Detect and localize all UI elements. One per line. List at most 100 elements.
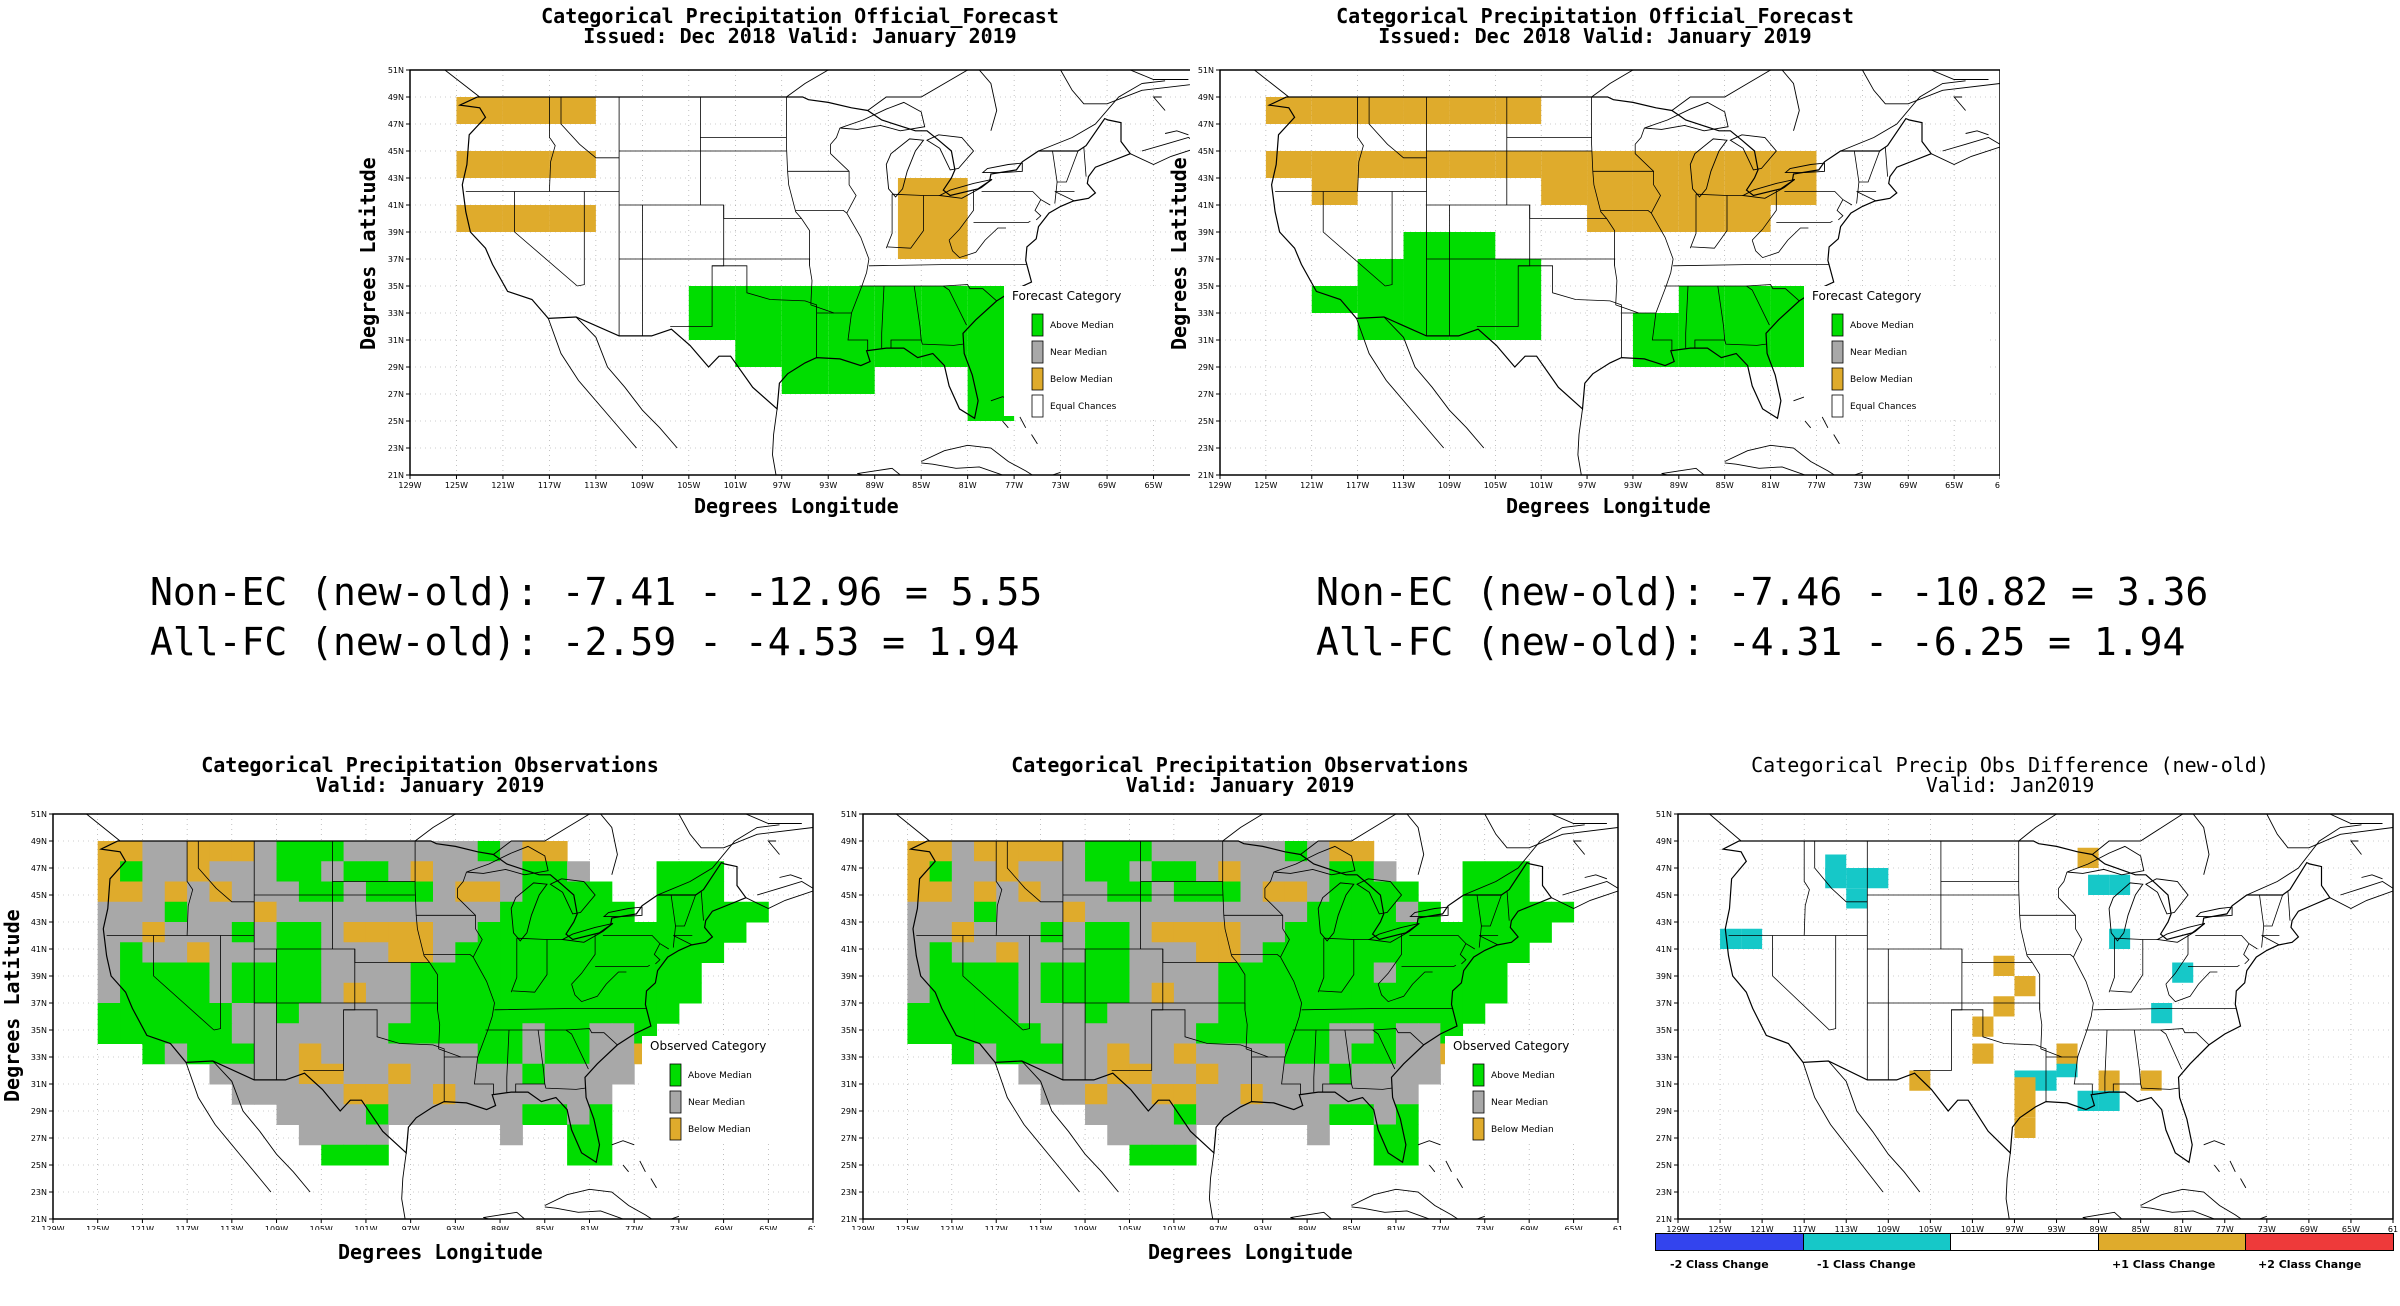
lat-tick-label: 23N <box>388 444 404 453</box>
obs-cell <box>1085 942 1108 963</box>
lon-tick-label: 97W <box>1209 1225 1227 1230</box>
panel-title-obs-new-2: Valid: January 2019 <box>1125 773 1355 797</box>
state-border <box>1022 935 1030 1031</box>
obs-cell <box>410 1003 434 1024</box>
obs-cell <box>1107 1003 1130 1024</box>
state-border <box>1377 934 1402 985</box>
obs-cell <box>996 1003 1019 1024</box>
obs-cell <box>1329 841 1353 862</box>
obs-cell <box>500 1043 523 1065</box>
coastline <box>1821 416 1829 429</box>
obs-cell <box>611 901 635 923</box>
lat-tick-label: 31N <box>31 1080 47 1089</box>
obs-cell <box>276 1084 300 1105</box>
lon-tick-label: 69W <box>1098 481 1116 490</box>
obs-cell <box>1440 962 1464 984</box>
obs-cell <box>634 982 658 1004</box>
obs-cell <box>1085 1084 1108 1105</box>
obs-cell <box>477 922 501 943</box>
obs-cell <box>254 1063 278 1085</box>
lon-tick-label: 129W <box>1666 1225 1689 1234</box>
state-border <box>653 943 661 965</box>
obs-cell <box>974 1023 997 1044</box>
obs-cell <box>298 881 322 903</box>
state-border <box>1591 97 1615 266</box>
state-border <box>1479 935 1499 946</box>
obs-cell <box>1284 1003 1308 1024</box>
obs-cell <box>1196 1043 1219 1065</box>
obs-cell <box>164 1003 188 1024</box>
obs-cell <box>388 881 412 903</box>
coastline <box>185 1062 272 1193</box>
coastline <box>575 316 678 449</box>
state-border <box>1111 949 1164 1071</box>
obs-cell <box>567 881 590 903</box>
great-lake <box>1741 178 1795 199</box>
obs-cell <box>1262 1043 1286 1065</box>
obs-cell <box>1262 1023 1286 1044</box>
state-border <box>2110 939 2144 993</box>
obs-cell <box>433 922 456 943</box>
state-border <box>1357 97 1364 192</box>
obs-cell <box>142 1023 166 1044</box>
great-lake <box>1644 101 1729 132</box>
obs-cell <box>701 922 725 943</box>
obs-cell <box>589 1104 613 1125</box>
obs-cell <box>276 881 300 903</box>
state-border <box>1054 191 1075 202</box>
obs-cell <box>1107 1063 1130 1085</box>
lat-tick-label: 51N <box>388 66 404 75</box>
obs-cell <box>1107 942 1130 963</box>
forecast-map-new: 51N 49N 47N 45N 43N 41N 39N 37N 35N 33N 31N 29N 27N 2… <box>1198 66 2000 490</box>
lon-tick-label: 69W <box>1899 481 1917 490</box>
obs-cell <box>1395 1043 1419 1065</box>
obs-cell <box>276 982 300 1004</box>
lon-tick-label: 85W <box>1342 1225 1360 1230</box>
obs-cell <box>634 922 658 943</box>
obs-cell <box>343 861 367 882</box>
state-border <box>516 937 563 940</box>
state-border <box>1751 227 1809 259</box>
state-border <box>1694 285 1726 349</box>
obs-cell <box>1484 962 1508 984</box>
obs-cell <box>567 1104 590 1125</box>
coastline <box>2246 824 2362 896</box>
obs-cell <box>97 962 121 984</box>
obs-cell <box>410 922 434 943</box>
coastline <box>1833 434 1840 445</box>
lon-tick-label: 65W <box>2342 1225 2360 1234</box>
coastline <box>1021 1060 1119 1193</box>
colorbar-plus2 <box>2245 1234 2393 1250</box>
obs-cell <box>254 841 278 862</box>
lon-tick-label: 109W <box>1877 1225 1900 1234</box>
obs-cell <box>254 861 278 882</box>
obs-cell <box>365 1104 389 1125</box>
coastline <box>1671 70 1771 111</box>
state-border <box>1151 1009 1252 1102</box>
obs-cell <box>1173 1144 1197 1166</box>
forecast-cell-below <box>1449 151 1496 178</box>
obs-cell <box>164 982 188 1004</box>
obs-cell <box>321 1144 345 1166</box>
coastline <box>2229 1160 2236 1172</box>
great-lake <box>1689 138 1728 198</box>
obs-cell <box>477 841 501 862</box>
coastline <box>1802 1062 1884 1193</box>
coastline <box>1060 70 1190 105</box>
state-border <box>1634 127 1674 351</box>
lat-tick-label: 31N <box>841 1080 857 1089</box>
obs-cell <box>1307 841 1330 862</box>
state-border <box>1829 935 1837 1031</box>
diff-cell-below <box>1993 955 2015 976</box>
ylabel-fc-new: Degrees Latitude <box>1167 157 1191 350</box>
map-content <box>1709 814 2393 1219</box>
obs-cell <box>164 881 188 903</box>
obs-cell <box>1062 861 1086 882</box>
state-border <box>506 1029 510 1093</box>
legend-swatch <box>1472 1090 1485 1114</box>
obs-cell <box>1462 962 1486 984</box>
lon-tick-label: 81W <box>2174 1225 2192 1234</box>
state-border <box>2287 890 2291 921</box>
obs-cell <box>656 861 680 882</box>
obs-cell <box>410 942 434 963</box>
